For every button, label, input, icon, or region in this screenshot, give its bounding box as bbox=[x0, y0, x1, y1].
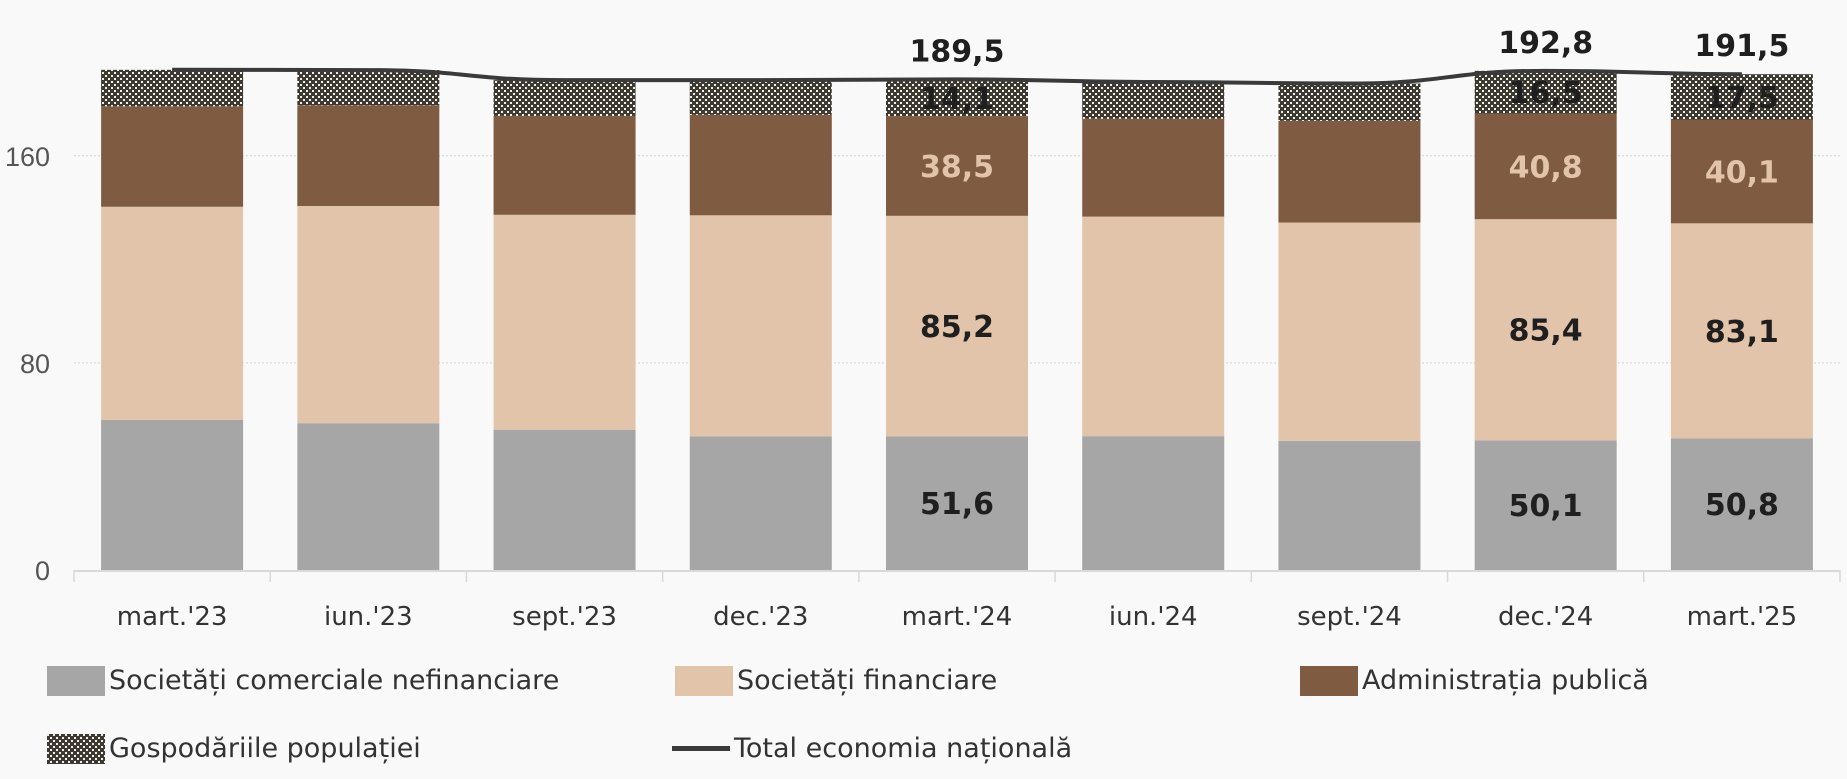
data-label-financiare: 85,4 bbox=[1509, 314, 1583, 349]
bar-segment-nefinanciare bbox=[689, 436, 832, 570]
y-tick-label: 0 bbox=[35, 556, 50, 586]
data-label-nefinanciare: 50,8 bbox=[1705, 488, 1779, 523]
y-axis: 0 80 160 bbox=[5, 142, 50, 586]
legend-swatch-nefinanciare bbox=[47, 665, 105, 696]
bar-segment-financiare bbox=[1278, 222, 1421, 441]
data-label-nefinanciare: 51,6 bbox=[920, 487, 994, 522]
bar-segment-administratia bbox=[689, 114, 832, 216]
bar-segment-gospodarii bbox=[1670, 74, 1813, 120]
x-tick-label: mart.'25 bbox=[1687, 602, 1798, 632]
bar-segment-gospodarii bbox=[886, 79, 1028, 117]
x-tick-label: sept.'23 bbox=[512, 602, 617, 632]
data-label-nefinanciare: 50,1 bbox=[1509, 489, 1583, 524]
bar-segment-nefinanciare bbox=[1670, 438, 1813, 570]
x-axis: mart.'23 iun.'23 sept.'23 dec.'23 mart.'24 iu… bbox=[73, 570, 1841, 632]
bar-segment-financiare bbox=[1082, 216, 1225, 437]
data-label-financiare: 85,2 bbox=[920, 310, 994, 345]
legend-swatch-total bbox=[672, 746, 730, 751]
data-labels: 51,6 85,2 38,5 14,1 189,5 50,1 85,4 40,8 16,5 192… bbox=[910, 26, 1790, 524]
x-tick-label: mart.'23 bbox=[117, 602, 228, 632]
bar-segment-financiare bbox=[493, 214, 636, 430]
legend-item-administratia[interactable]: Administrația publică bbox=[1300, 665, 1649, 696]
legend-label-gospodarii: Gospodăriile populației bbox=[109, 733, 421, 764]
bar-segment-financiare bbox=[297, 205, 440, 424]
bar-segment-nefinanciare bbox=[1474, 440, 1617, 570]
bar-segment-nefinanciare bbox=[297, 423, 440, 570]
data-label-total: 189,5 bbox=[910, 34, 1005, 69]
bar-segment-administratia bbox=[1670, 119, 1813, 224]
bar-segment-financiare bbox=[101, 206, 244, 420]
data-label-financiare: 83,1 bbox=[1705, 315, 1779, 350]
x-tick-label: iun.'23 bbox=[324, 602, 413, 632]
legend-swatch-financiare bbox=[675, 665, 733, 696]
bar-segment-gospodarii bbox=[297, 70, 440, 106]
legend-item-total[interactable]: Total economia națională bbox=[672, 733, 1072, 764]
legend-item-financiare[interactable]: Societăți financiare bbox=[675, 665, 997, 696]
bar-segment-gospodarii bbox=[1474, 70, 1617, 114]
bar-segment-financiare bbox=[886, 215, 1028, 437]
y-tick-label: 80 bbox=[20, 349, 50, 379]
bar-segment-administratia bbox=[1278, 120, 1421, 223]
legend-label-administratia: Administrația publică bbox=[1362, 665, 1649, 696]
data-label-administratia: 40,8 bbox=[1509, 150, 1583, 185]
bar-segment-nefinanciare bbox=[1082, 436, 1225, 570]
total-line-group bbox=[172, 67, 1742, 86]
x-tick-label: dec.'23 bbox=[713, 602, 808, 632]
bar-segment-administratia bbox=[297, 105, 440, 206]
data-label-total: 192,8 bbox=[1498, 26, 1593, 61]
bar-segment-gospodarii bbox=[1278, 83, 1421, 121]
bar-segment-administratia bbox=[493, 115, 636, 215]
bar-segment-nefinanciare bbox=[886, 436, 1028, 570]
data-label-gospodarii: 14,1 bbox=[920, 82, 994, 117]
data-label-total: 191,5 bbox=[1694, 29, 1789, 64]
x-tick-label: iun.'24 bbox=[1109, 602, 1198, 632]
legend-swatch-administratia bbox=[1300, 665, 1358, 696]
total-line bbox=[172, 67, 1742, 86]
x-tick-label: dec.'24 bbox=[1498, 602, 1593, 632]
bars bbox=[101, 69, 1813, 570]
legend-swatch-gospodarii bbox=[47, 733, 105, 764]
bar-segment-administratia bbox=[886, 116, 1028, 216]
bar-segment-administratia bbox=[1082, 118, 1225, 217]
x-tick-label: sept.'24 bbox=[1297, 602, 1402, 632]
bar-segment-gospodarii bbox=[1082, 81, 1225, 119]
bar-segment-gospodarii bbox=[493, 80, 636, 116]
bar-segment-administratia bbox=[101, 106, 244, 207]
bar-segment-administratia bbox=[1474, 113, 1617, 220]
bar-segment-financiare bbox=[1474, 219, 1617, 441]
legend-label-financiare: Societăți financiare bbox=[737, 665, 998, 696]
bar-segment-gospodarii bbox=[101, 69, 244, 107]
legend-item-nefinanciare[interactable]: Societăți comerciale nefinanciare bbox=[47, 665, 559, 696]
bar-segment-nefinanciare bbox=[1278, 440, 1421, 570]
legend-item-gospodarii[interactable]: Gospodăriile populației bbox=[47, 733, 421, 764]
data-label-administratia: 38,5 bbox=[920, 150, 994, 185]
bar-segment-financiare bbox=[1670, 223, 1813, 439]
bar-segment-financiare bbox=[689, 215, 832, 437]
y-tick-label: 160 bbox=[5, 142, 50, 172]
data-label-administratia: 40,1 bbox=[1705, 155, 1779, 190]
legend-label-total: Total economia națională bbox=[734, 733, 1073, 764]
legend-label-nefinanciare: Societăți comerciale nefinanciare bbox=[109, 665, 560, 696]
bar-segment-nefinanciare bbox=[493, 429, 636, 570]
bar-segment-gospodarii bbox=[689, 80, 832, 115]
data-label-gospodarii: 16,5 bbox=[1509, 76, 1583, 111]
x-tick-label: mart.'24 bbox=[902, 602, 1013, 632]
bar-segment-nefinanciare bbox=[101, 419, 244, 570]
data-label-gospodarii: 17,5 bbox=[1705, 81, 1779, 116]
